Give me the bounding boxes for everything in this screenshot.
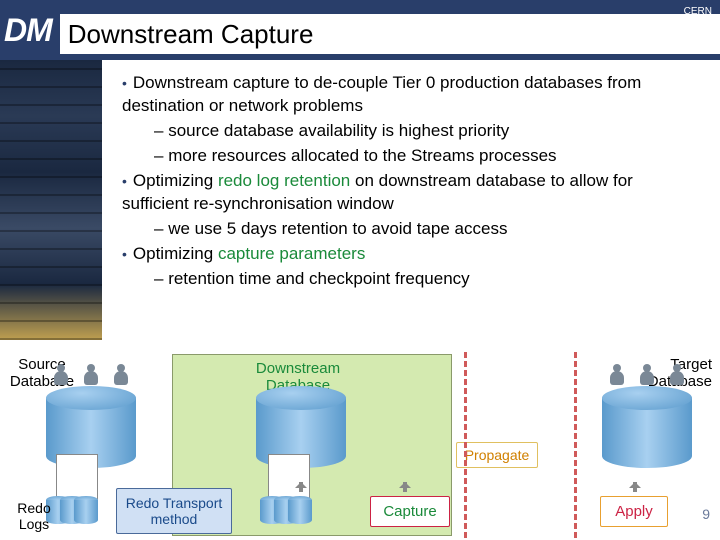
- bullet: – retention time and checkpoint frequenc…: [154, 268, 696, 291]
- arrow-icon: [296, 478, 306, 492]
- redo-logs-label: Redo Logs: [10, 500, 58, 532]
- dashed-divider: [574, 352, 577, 538]
- bullet: •Optimizing redo log retention on downst…: [122, 170, 696, 216]
- diagram: Source Database Downstream Database Targ…: [0, 350, 720, 540]
- redo-transport-label: Redo Transport method: [116, 488, 232, 534]
- redo-logs-icon: [56, 496, 98, 528]
- bullet: •Downstream capture to de-couple Tier 0 …: [122, 72, 696, 118]
- side-image: [0, 60, 102, 340]
- slide-title: Downstream Capture: [60, 14, 720, 54]
- bullet: – source database availability is highes…: [154, 120, 696, 143]
- arrow-icon: [630, 478, 640, 492]
- cern-it-logo: CERN IT Department: [665, 6, 712, 49]
- bullet: – we use 5 days retention to avoid tape …: [154, 218, 696, 241]
- propagate-box: Propagate: [456, 442, 538, 468]
- capture-box: Capture: [370, 496, 450, 527]
- arrow-icon: [400, 478, 410, 492]
- content: •Downstream capture to de-couple Tier 0 …: [102, 60, 720, 340]
- apply-box: Apply: [600, 496, 668, 527]
- header-bar: DM Downstream Capture CERN IT Department: [0, 0, 720, 60]
- body-area: •Downstream capture to de-couple Tier 0 …: [0, 60, 720, 340]
- bullet: – more resources allocated to the Stream…: [154, 145, 696, 168]
- bullet: •Optimizing capture parameters: [122, 243, 696, 266]
- it-text: IT: [665, 17, 712, 39]
- ds-logs-icon: [270, 496, 312, 528]
- logo-text: DM: [4, 12, 52, 48]
- page-number: 9: [702, 506, 710, 522]
- dm-logo: DM: [0, 12, 60, 49]
- dashed-divider: [464, 352, 467, 538]
- dept-text: Department: [665, 39, 712, 49]
- target-db-cylinder: [602, 386, 692, 476]
